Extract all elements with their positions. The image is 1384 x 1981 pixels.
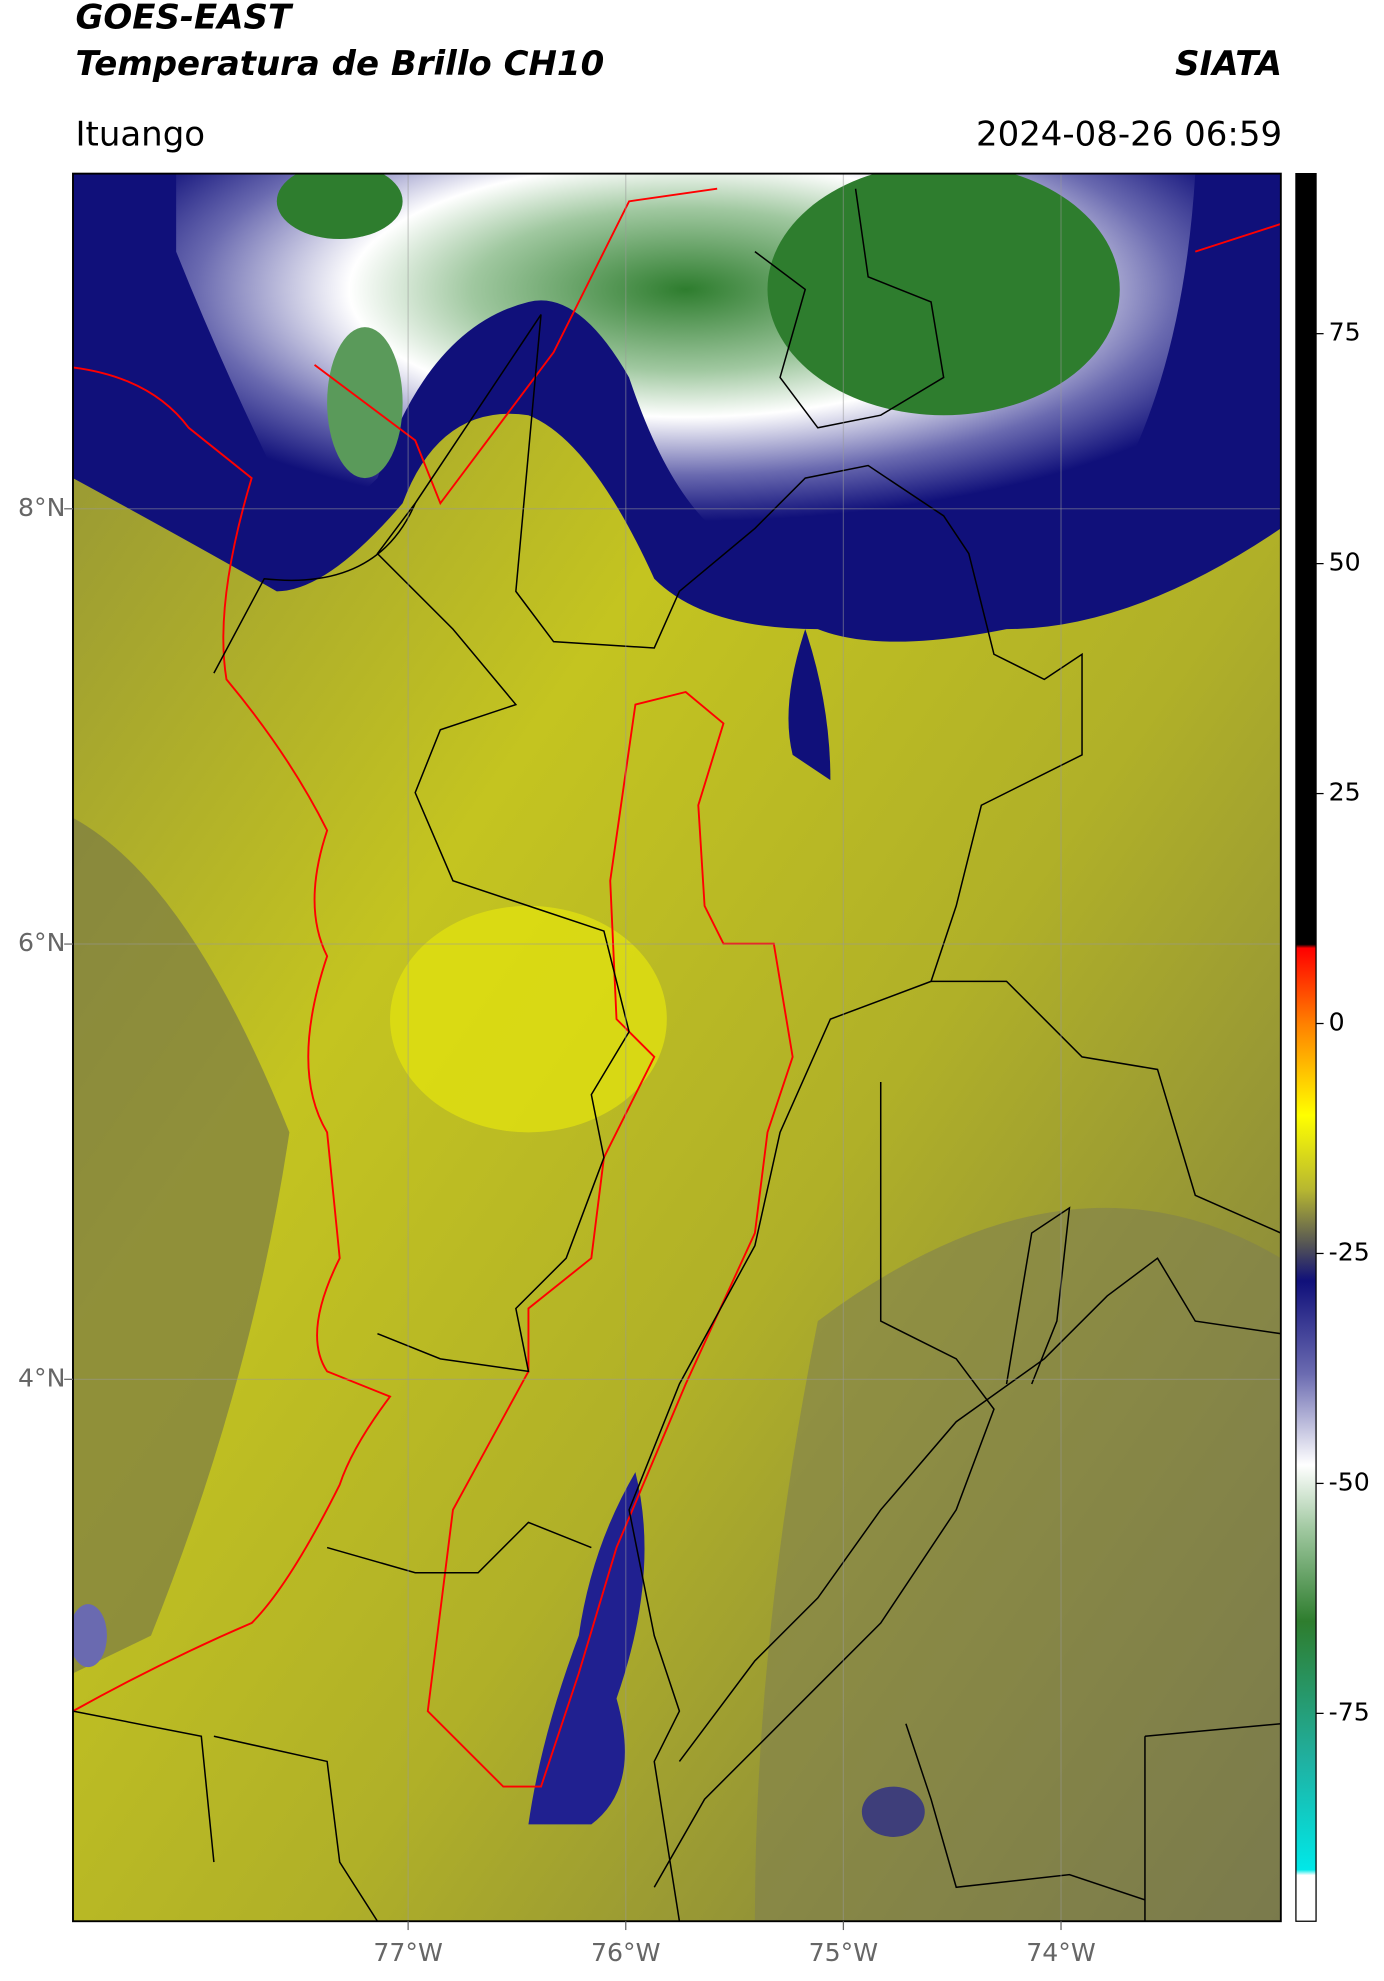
map-frame — [72, 172, 1282, 1923]
subtitle: Temperatura de Brillo CH10 — [75, 44, 604, 84]
colorbar-tick-label: 0 — [1329, 1008, 1345, 1037]
colorbar-tick-label: -75 — [1329, 1697, 1370, 1726]
x-tick-label: 76°W — [591, 1938, 661, 1967]
colorbar-tick-label: -50 — [1329, 1467, 1370, 1496]
x-tick-label: 74°W — [1026, 1938, 1096, 1967]
location: Ituango — [75, 114, 205, 154]
colorbar-tick-label: 25 — [1329, 778, 1361, 807]
colorbar-tick-label: -25 — [1329, 1237, 1370, 1266]
colorbar — [1295, 172, 1317, 1922]
colorbar-tick-label: 75 — [1329, 318, 1361, 347]
y-tick-label: 4°N — [18, 1363, 65, 1392]
grid — [72, 173, 1281, 1922]
y-tick-label: 6°N — [18, 928, 65, 957]
y-tick-label: 8°N — [18, 493, 65, 522]
satellite-image — [72, 173, 1281, 1922]
x-tick-label: 75°W — [809, 1938, 879, 1967]
datetime: 2024-08-26 06:59 — [976, 114, 1282, 154]
source: SIATA — [1175, 44, 1282, 84]
colorbar-tick-label: 50 — [1329, 548, 1361, 577]
x-tick-label: 77°W — [373, 1938, 443, 1967]
title: GOES-EAST — [75, 0, 293, 37]
